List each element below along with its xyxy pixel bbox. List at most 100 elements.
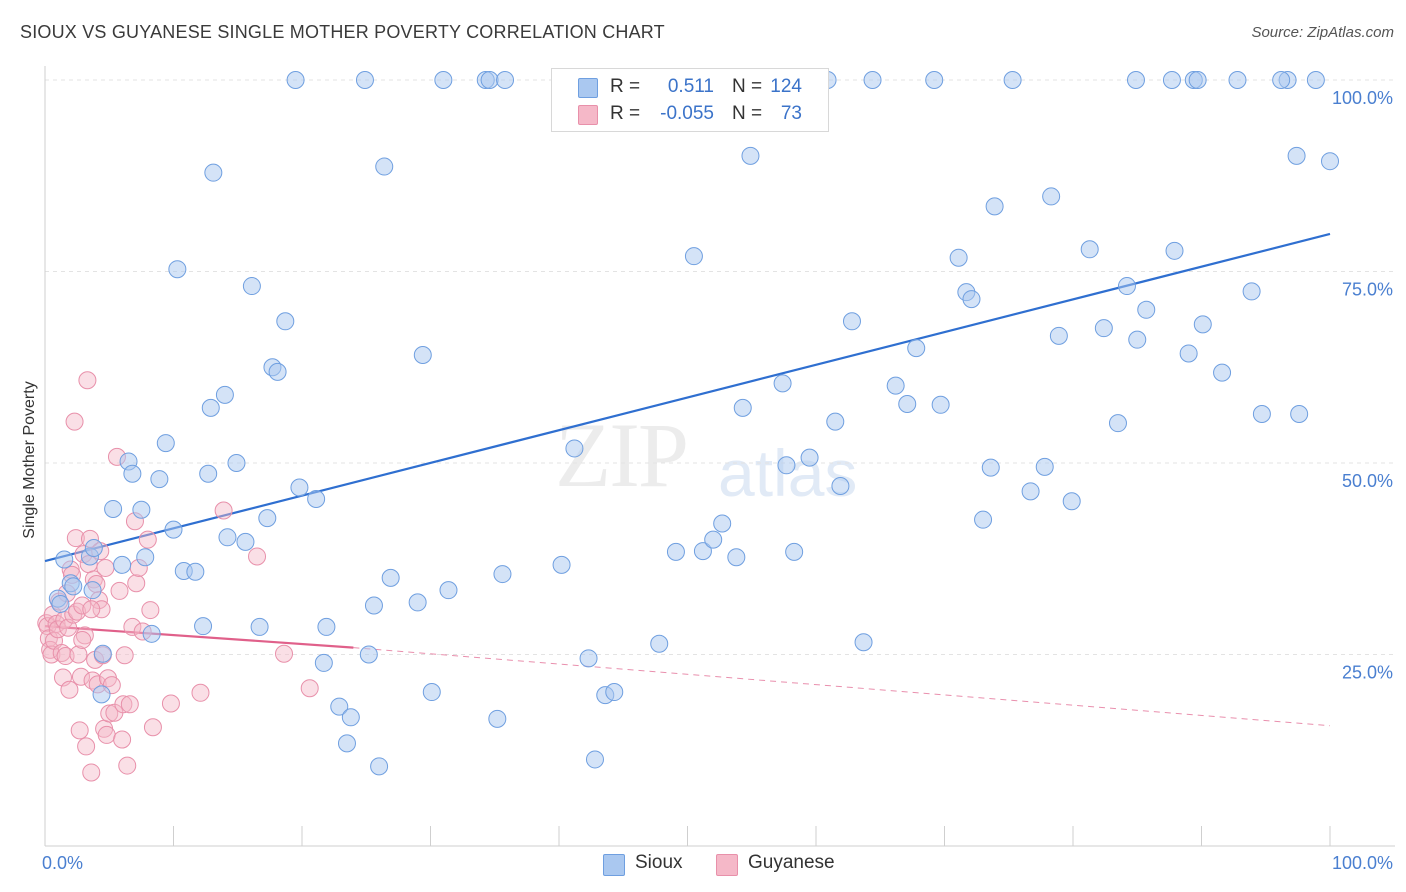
sioux-point	[268, 362, 287, 381]
sioux-point	[104, 499, 123, 518]
guyanese-point	[143, 718, 162, 737]
sioux-point	[439, 581, 458, 600]
guyanese-point	[141, 601, 160, 620]
sioux-point	[898, 395, 917, 414]
sioux-point	[693, 542, 712, 561]
sioux-point	[985, 197, 1004, 216]
source-label: Source: ZipAtlas.com	[1251, 24, 1394, 41]
sioux-point	[250, 617, 269, 636]
sioux-point	[1179, 344, 1198, 363]
sioux-point	[142, 624, 161, 643]
sioux-point	[242, 277, 261, 296]
guyanese-legend-swatch	[716, 854, 738, 876]
sioux-point	[800, 448, 819, 467]
sioux-point	[375, 157, 394, 176]
x-tick-label-min: 0.0%	[42, 853, 83, 873]
sioux-point	[215, 385, 234, 404]
r-label: R =	[610, 76, 641, 97]
guyanese-point	[96, 558, 115, 577]
guyanese-point	[191, 683, 210, 702]
sioux-point	[156, 434, 175, 453]
sioux-point	[258, 509, 277, 528]
sioux-point	[605, 683, 624, 702]
guyanese-point	[97, 725, 116, 744]
sioux-point	[236, 532, 255, 551]
guyanese-point	[75, 626, 94, 645]
sioux-trend-line	[44, 232, 1331, 563]
sioux-point	[1306, 71, 1325, 89]
sioux-point	[1188, 71, 1207, 89]
sioux-legend-label: Sioux	[635, 852, 683, 873]
sioux-point	[355, 71, 374, 89]
guyanese-point	[275, 644, 294, 663]
sioux-point	[1003, 71, 1022, 89]
guyanese-point	[114, 695, 133, 714]
sioux-point	[434, 71, 453, 89]
sioux-point	[168, 260, 187, 279]
sioux-point	[381, 568, 400, 587]
y-tick-label: 75.0%	[1342, 280, 1393, 300]
sioux-points	[48, 71, 1339, 776]
sioux-point	[164, 520, 183, 539]
sioux-point	[364, 596, 383, 615]
sioux-point	[1062, 492, 1081, 511]
sioux-point	[341, 708, 360, 727]
sioux-point	[727, 548, 746, 567]
sioux-point	[150, 470, 169, 489]
sioux-point	[83, 581, 102, 600]
sioux-point	[704, 530, 723, 549]
n-value: 73	[780, 103, 802, 124]
sioux-point	[480, 71, 499, 89]
sioux-point	[307, 490, 326, 509]
sioux-point	[1228, 71, 1247, 89]
sioux-point	[863, 71, 882, 89]
sioux-point	[773, 374, 792, 393]
x-tick-label-max: 100.0%	[1332, 853, 1393, 873]
sioux-point	[826, 412, 845, 431]
guyanese-point	[161, 694, 180, 713]
guyanese-point	[248, 547, 267, 566]
guyanese-point	[300, 679, 319, 698]
guyanese-swatch	[578, 105, 598, 125]
r-value: 0.511	[667, 76, 714, 97]
guyanese-point	[71, 667, 90, 686]
guyanese-trend-extrapolation	[353, 647, 1331, 727]
sioux-point	[907, 339, 926, 358]
guyanese-point	[120, 695, 139, 714]
sioux-point	[359, 645, 378, 664]
sioux-point	[123, 464, 142, 483]
guyanese-point	[77, 737, 96, 756]
sioux-point	[64, 577, 83, 596]
sioux-point	[204, 163, 223, 182]
sioux-point	[962, 290, 981, 309]
chart-title: SIOUX VS GUYANESE SINGLE MOTHER POVERTY …	[20, 22, 665, 42]
sioux-point	[684, 247, 703, 266]
sioux-point	[370, 757, 389, 776]
guyanese-point	[100, 704, 119, 723]
sioux-point	[650, 634, 669, 653]
guyanese-point	[73, 596, 92, 615]
sioux-point	[55, 550, 74, 569]
guyanese-trend-line	[44, 625, 354, 649]
sioux-point	[330, 697, 349, 716]
sioux-point	[314, 653, 333, 672]
sioux-point	[842, 312, 861, 331]
sioux-point	[51, 594, 70, 613]
n-label: N =	[732, 103, 763, 124]
guyanese-point	[110, 581, 129, 600]
guyanese-point	[82, 600, 101, 619]
sioux-point	[1049, 326, 1068, 345]
sioux-point	[1242, 282, 1261, 301]
guyanese-point	[70, 721, 89, 740]
guyanese-point	[115, 646, 134, 665]
sioux-point	[113, 555, 132, 574]
sioux-point	[1021, 482, 1040, 501]
sioux-point	[136, 548, 155, 567]
sioux-point	[84, 539, 103, 558]
sioux-point	[290, 478, 309, 497]
sioux-point	[1252, 404, 1271, 423]
sioux-point	[925, 71, 944, 89]
sioux-swatch	[578, 78, 598, 98]
guyanese-points	[37, 371, 319, 782]
